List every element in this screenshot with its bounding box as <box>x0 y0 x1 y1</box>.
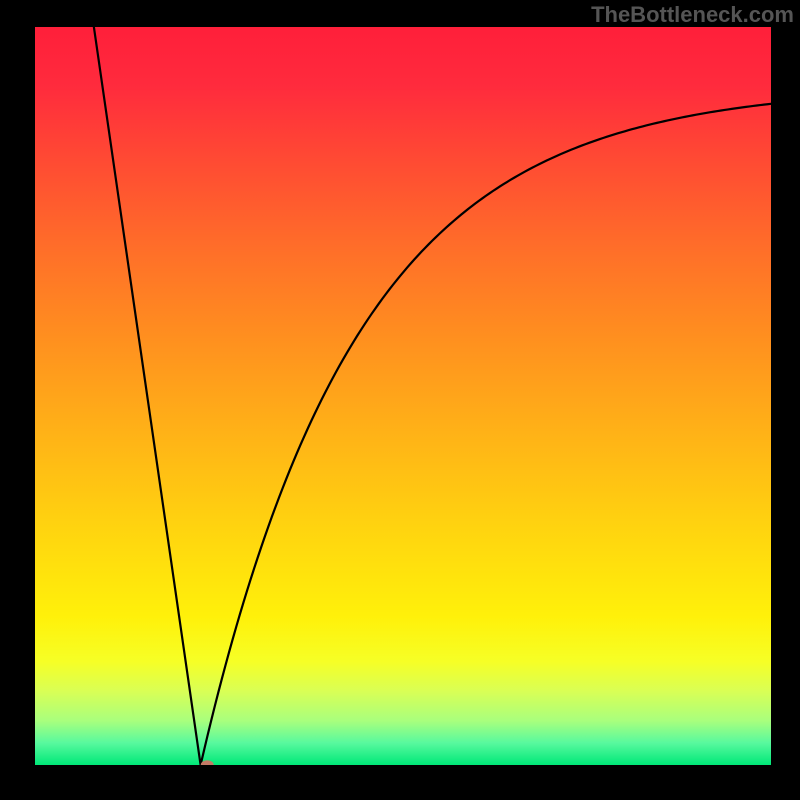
plot-area <box>35 27 771 765</box>
watermark-text: TheBottleneck.com <box>591 2 794 28</box>
bottleneck-curve-chart <box>35 27 771 765</box>
gradient-background <box>35 27 771 765</box>
chart-frame: TheBottleneck.com <box>0 0 800 800</box>
